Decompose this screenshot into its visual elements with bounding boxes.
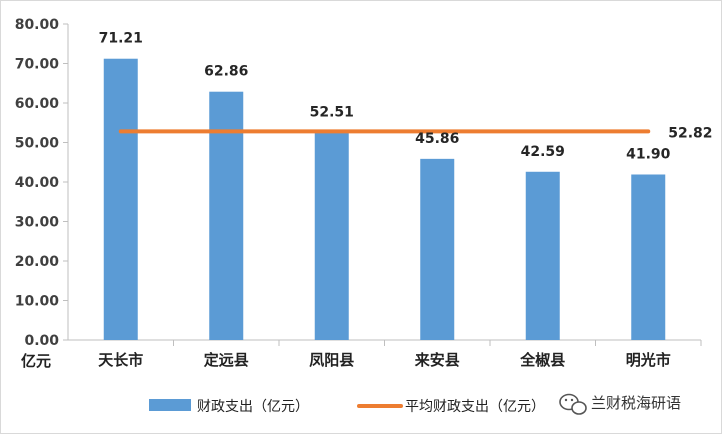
bar-data-label: 41.90: [626, 146, 671, 162]
bar-5: [525, 171, 560, 340]
bar-data-label: 62.86: [204, 64, 248, 80]
bar-6: [631, 174, 666, 340]
watermark-text: 兰财税海研语: [591, 394, 681, 412]
y-tick-label: 30.00: [15, 215, 60, 231]
average-line-label: 52.82: [668, 125, 712, 141]
watermark: 兰财税海研语: [553, 391, 719, 419]
bar-data-label: 42.59: [521, 144, 565, 160]
labels: 71.21 62.86 52.51 45.86 42.59 41.90 52.82: [99, 31, 713, 163]
y-tick-label: 0.00: [24, 333, 59, 349]
x-category-label: 凤阳县: [309, 351, 354, 369]
bar-data-label: 52.51: [310, 105, 354, 121]
x-category-label: 天长市: [98, 351, 143, 369]
bar-data-label: 71.21: [99, 31, 143, 47]
y-tick-label: 20.00: [15, 254, 60, 270]
wechat-icon-eye: [570, 398, 574, 402]
y-tick-label: 70.00: [15, 57, 60, 73]
legend-line-label: 平均财政支出（亿元）: [405, 399, 545, 415]
y-tick-label: 10.00: [15, 294, 60, 310]
legend-bar-label: 财政支出（亿元）: [197, 399, 309, 415]
bar-3: [314, 132, 349, 340]
bar-data-label: 45.86: [415, 131, 459, 147]
y-tick-label: 40.00: [15, 175, 60, 191]
x-category-label: 明光市: [626, 351, 671, 369]
wechat-icon: [559, 393, 587, 415]
wechat-icon-bubble-small: [571, 401, 587, 415]
x-category-label: 定远县: [204, 351, 249, 369]
legend-bar-swatch: [149, 399, 191, 411]
bar-2: [209, 91, 244, 340]
bar-1: [103, 58, 138, 341]
x-category-label: 来安县: [414, 351, 460, 369]
axes: 0.00 10.00 20.00 30.00 40.00 50.00 60.00 70.00 8…: [15, 17, 702, 370]
bars: [103, 58, 666, 341]
y-axis-unit-label: 亿元: [21, 352, 51, 370]
y-tick-label: 80.00: [15, 17, 60, 33]
y-tick-label: 50.00: [15, 136, 60, 152]
y-tick-label: 60.00: [15, 96, 60, 112]
legend: 财政支出（亿元） 平均财政支出（亿元）: [149, 399, 545, 415]
wechat-icon-eye: [564, 398, 568, 402]
bar-4: [420, 158, 455, 340]
x-category-label: 全椒县: [519, 351, 565, 369]
